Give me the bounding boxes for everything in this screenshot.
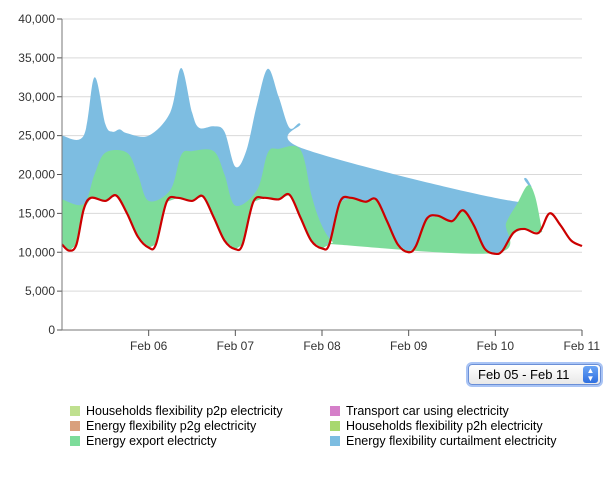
y-tick-label: 25,000	[18, 129, 55, 143]
legend-item[interactable]: Energy flexibility p2g electricity	[70, 419, 256, 433]
legend-label: Households flexibility p2p electricity	[86, 404, 283, 418]
x-tick-label: Feb 11	[564, 339, 601, 353]
y-tick-label: 30,000	[18, 90, 55, 104]
legend-swatch	[330, 406, 340, 416]
x-tick-labels: Feb 06 Feb 07 Feb 08 Feb 09 Feb 10 Feb 11	[130, 330, 600, 353]
y-tick-labels: 0 5,000 10,000 15,000 20,000 25,000 30,000 35,0…	[18, 12, 55, 337]
legend-item[interactable]: Transport car using electricity	[330, 404, 509, 418]
date-range-value: Feb 05 - Feb 11	[478, 367, 570, 382]
y-tick-label: 20,000	[18, 168, 55, 182]
y-tick-label: 0	[48, 323, 55, 337]
x-tick-label: Feb 10	[477, 339, 515, 353]
line-series	[61, 192, 583, 256]
legend-swatch	[70, 406, 80, 416]
select-arrows-icon: ▲ ▼	[583, 366, 598, 383]
x-tick-label: Feb 07	[217, 339, 255, 353]
y-tick-label: 5,000	[25, 284, 55, 298]
legend-item[interactable]: Households flexibility p2h electricity	[330, 419, 543, 433]
legend-item[interactable]: Energy export electricty	[70, 434, 217, 448]
area-energy-export	[62, 145, 543, 254]
legend-swatch	[70, 421, 80, 431]
chart-canvas: 0 5,000 10,000 15,000 20,000 25,000 30,000 35,0…	[18, 12, 600, 353]
legend-label: Energy flexibility curtailment electrici…	[346, 434, 557, 448]
legend-item[interactable]: Energy flexibility curtailment electrici…	[330, 434, 557, 448]
x-tick-label: Feb 09	[390, 339, 428, 353]
legend-label: Households flexibility p2h electricity	[346, 419, 543, 433]
x-tick-label: Feb 06	[130, 339, 168, 353]
legend-swatch	[330, 421, 340, 431]
line-transport-car	[61, 192, 583, 256]
y-tick-label: 35,000	[18, 51, 55, 65]
y-tick-label: 15,000	[18, 206, 55, 220]
legend-swatch	[70, 436, 80, 446]
date-range-select[interactable]: Feb 05 - Feb 11 ▲ ▼	[468, 364, 601, 385]
legend-item[interactable]: Households flexibility p2p electricity	[70, 404, 283, 418]
legend-label: Transport car using electricity	[346, 404, 509, 418]
x-tick-label: Feb 08	[303, 339, 341, 353]
y-tick-label: 40,000	[18, 12, 55, 26]
y-tick-label: 10,000	[18, 245, 55, 259]
legend-label: Energy flexibility p2g electricity	[86, 419, 257, 433]
stacked-areas	[62, 67, 543, 254]
legend-swatch	[330, 436, 340, 446]
legend-label: Energy export electricty	[86, 434, 217, 448]
